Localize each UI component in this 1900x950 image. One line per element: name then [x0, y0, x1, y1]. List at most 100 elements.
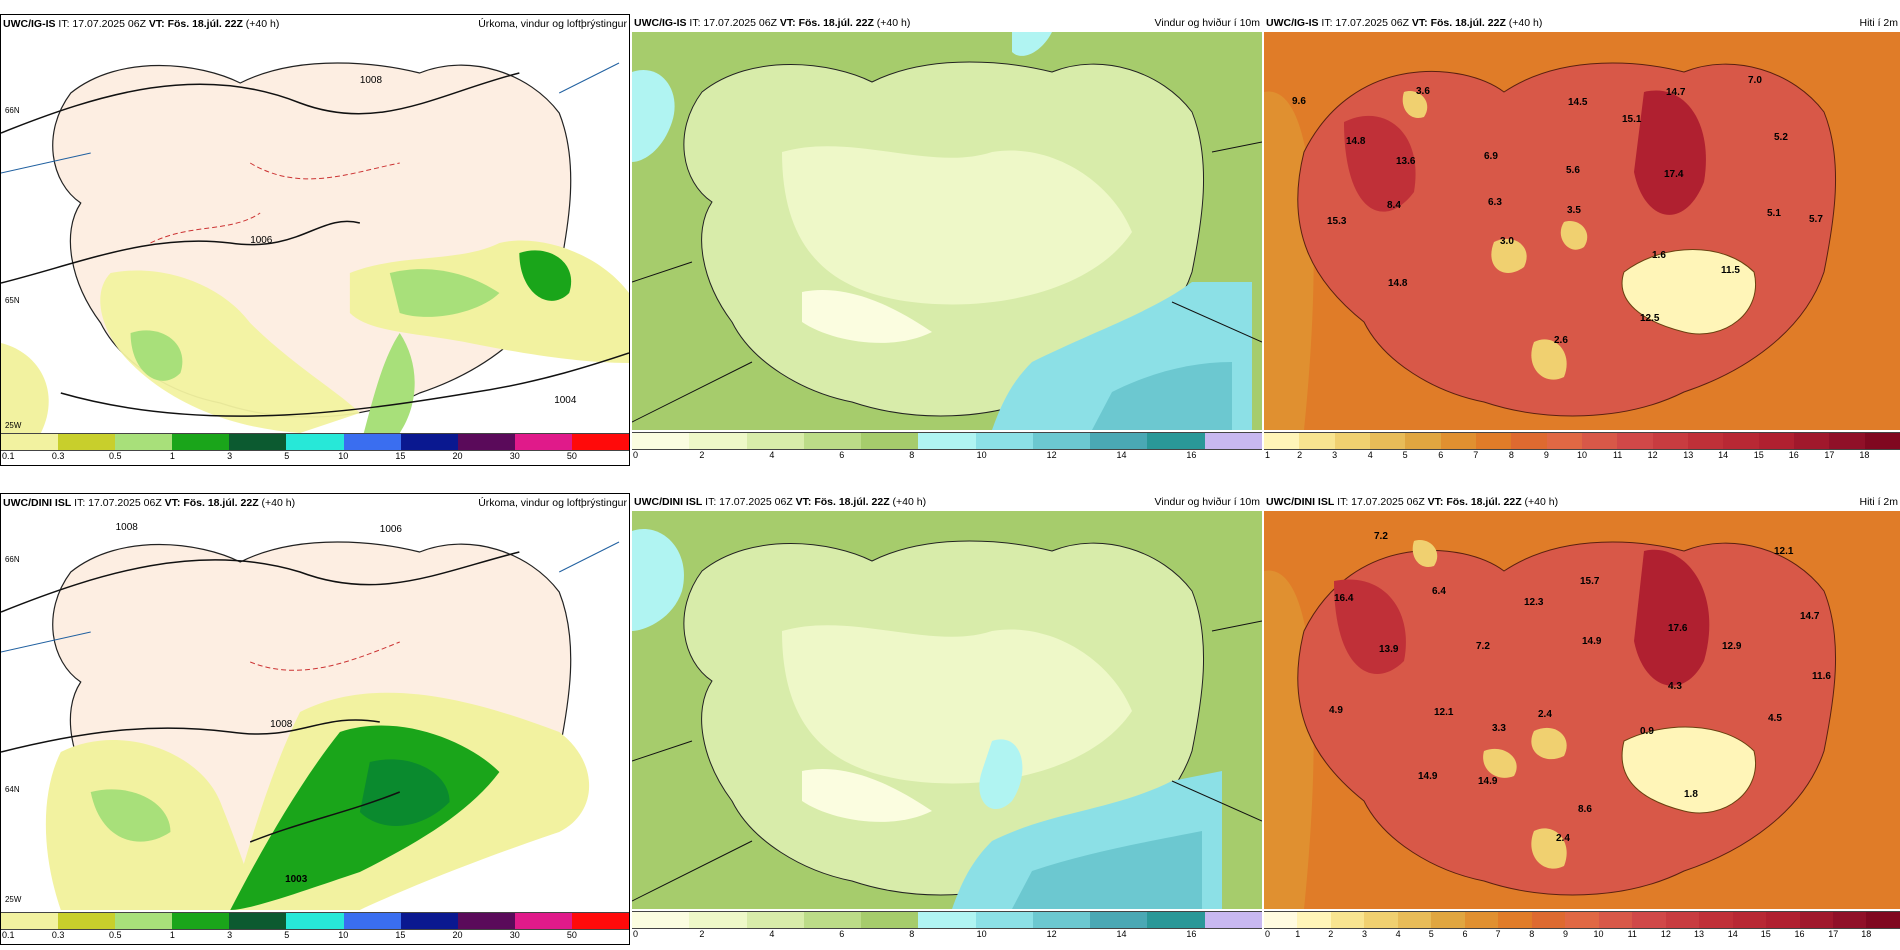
- tick-label: 0: [1265, 929, 1271, 939]
- panel-header: UWC/DINI ISL IT: 17.07.2025 06Z VT: Fös.…: [1264, 493, 1900, 511]
- forecast-offset: (+40 h): [1508, 17, 1543, 29]
- wind-map-svg: [632, 32, 1262, 430]
- temp-label: 1.8: [1684, 789, 1698, 800]
- panel-title: Vindur og hviður í 10m: [1154, 496, 1260, 508]
- tick-label: 2: [1328, 929, 1334, 939]
- forecast-offset: (+40 h): [892, 496, 927, 508]
- temp-map[interactable]: 9.6 3.6 14.7 7.0 14.5 15.1 14.8 13.6 6.9…: [1264, 32, 1900, 430]
- temp-label: 14.7: [1800, 611, 1820, 622]
- tick-label: 11: [1627, 929, 1637, 939]
- tick-label: 0: [633, 929, 639, 939]
- panel-header: UWC/IG-IS IT: 17.07.2025 06Z VT: Fös. 18…: [1, 15, 629, 33]
- forecast-offset: (+40 h): [261, 497, 296, 509]
- lon-label: 25W: [5, 421, 22, 430]
- tick-label: 0.1: [2, 451, 15, 461]
- forecast-offset: (+40 h): [876, 17, 911, 29]
- isobar-label: 1004: [554, 395, 577, 406]
- init-time: IT: 17.07.2025 06Z: [58, 18, 146, 30]
- panel-title: Úrkoma, vindur og loftþrýstingur: [478, 497, 627, 509]
- temp-label: 7.0: [1748, 75, 1762, 86]
- model-name: UWC/DINI ISL: [3, 497, 72, 509]
- lat-label: 65N: [5, 296, 20, 305]
- tick-label: 10: [338, 930, 349, 940]
- tick-label: 11: [1612, 450, 1623, 460]
- init-time: IT: 17.07.2025 06Z: [1337, 496, 1425, 508]
- temp-label: 14.8: [1346, 136, 1366, 147]
- temp-label: 7.2: [1476, 641, 1490, 652]
- temp-label: 3.6: [1416, 86, 1430, 97]
- tick-label: 4: [769, 450, 775, 460]
- temp-label: 12.1: [1774, 546, 1794, 557]
- precip-map[interactable]: 1008 1006 1008 1003 66N 64N 25W: [1, 512, 629, 910]
- temp-map[interactable]: 7.2 12.1 16.4 6.4 15.7 12.3 14.7 14.9 17…: [1264, 511, 1900, 909]
- tick-label: 5: [1402, 450, 1408, 460]
- tick-label: 2: [699, 450, 705, 460]
- tick-label: 30: [509, 930, 520, 940]
- tick-label: 14: [1116, 929, 1127, 939]
- temp-label: 11.6: [1812, 671, 1831, 682]
- temp-label: 3.0: [1500, 236, 1514, 247]
- tick-label: 16: [1186, 929, 1197, 939]
- isobar-label: 1006: [250, 235, 273, 246]
- temp-label: 1.6: [1652, 250, 1666, 261]
- temp-label: 2.4: [1538, 709, 1552, 720]
- panel-precip-igis: UWC/IG-IS IT: 17.07.2025 06Z VT: Fös. 18…: [0, 14, 630, 466]
- temp-colorbar-ticks: 0 1 2 3 4 5 6 7 8 9 10 11 12 13 14 15 16…: [1264, 929, 1900, 941]
- temp-label: 14.5: [1568, 97, 1588, 108]
- tick-label: 10: [976, 450, 987, 460]
- tick-label: 6: [1438, 450, 1444, 460]
- valid-time: VT: Fös. 18.júl. 22Z: [1411, 17, 1506, 29]
- temp-label: 5.2: [1774, 132, 1788, 143]
- tick-label: 16: [1186, 450, 1197, 460]
- tick-label: 6: [839, 450, 845, 460]
- valid-time: VT: Fös. 18.júl. 22Z: [779, 17, 874, 29]
- temp-label: 14.9: [1582, 636, 1602, 647]
- temp-label: 6.3: [1488, 197, 1502, 208]
- tick-label: 14: [1116, 450, 1127, 460]
- temp-label: 8.4: [1387, 200, 1401, 211]
- tick-label: 14: [1718, 450, 1729, 460]
- tick-label: 16: [1788, 450, 1799, 460]
- tick-label: 10: [338, 451, 349, 461]
- tick-label: 8: [909, 929, 915, 939]
- temp-label: 12.9: [1722, 641, 1742, 652]
- precip-map[interactable]: 1008 1006 1004 66N 65N 25W: [1, 33, 629, 447]
- temp-label: 15.1: [1622, 114, 1642, 125]
- temp-label: 0.9: [1640, 726, 1654, 737]
- tick-label: 2: [699, 929, 705, 939]
- temp-label: 5.6: [1566, 165, 1580, 176]
- tick-label: 9: [1562, 929, 1568, 939]
- temp-label: 14.7: [1666, 87, 1686, 98]
- wind-map[interactable]: [632, 32, 1262, 430]
- tick-label: 8: [1508, 450, 1514, 460]
- tick-label: 17: [1824, 450, 1835, 460]
- tick-label: 6: [1462, 929, 1468, 939]
- panel-temp-dini: UWC/DINI ISL IT: 17.07.2025 06Z VT: Fös.…: [1264, 493, 1900, 945]
- temp-colorbar: [1264, 911, 1900, 929]
- tick-label: 7: [1473, 450, 1479, 460]
- panel-precip-dini: UWC/DINI ISL IT: 17.07.2025 06Z VT: Fös.…: [0, 493, 630, 945]
- panel-wind-dini: UWC/DINI ISL IT: 17.07.2025 06Z VT: Fös.…: [632, 493, 1262, 945]
- tick-label: 7: [1495, 929, 1501, 939]
- tick-label: 12: [1647, 450, 1658, 460]
- tick-label: 15: [1753, 450, 1764, 460]
- isobar-label: 1008: [360, 75, 383, 86]
- panel-title: Úrkoma, vindur og loftþrýstingur: [478, 18, 627, 30]
- tick-label: 6: [839, 929, 845, 939]
- temp-label: 2.6: [1554, 335, 1568, 346]
- model-name: UWC/IG-IS: [1266, 17, 1319, 29]
- wind-map[interactable]: [632, 511, 1262, 909]
- tick-label: 5: [284, 451, 290, 461]
- tick-label: 20: [452, 930, 463, 940]
- tick-label: 20: [452, 451, 463, 461]
- temp-label: 13.6: [1396, 156, 1416, 167]
- tick-label: 10: [976, 929, 987, 939]
- precip-colorbar-ticks: 0.1 0.3 0.5 1 3 5 10 15 20 30 50: [1, 930, 629, 942]
- temp-label: 2.4: [1556, 833, 1570, 844]
- temp-labels: 7.2 12.1 16.4 6.4 15.7 12.3 14.7 14.9 17…: [1329, 531, 1831, 844]
- temp-label: 13.9: [1379, 644, 1399, 655]
- temp-label: 6.4: [1432, 586, 1446, 597]
- tick-label: 4: [769, 929, 775, 939]
- init-time: IT: 17.07.2025 06Z: [1321, 17, 1409, 29]
- temp-label: 5.7: [1809, 214, 1823, 225]
